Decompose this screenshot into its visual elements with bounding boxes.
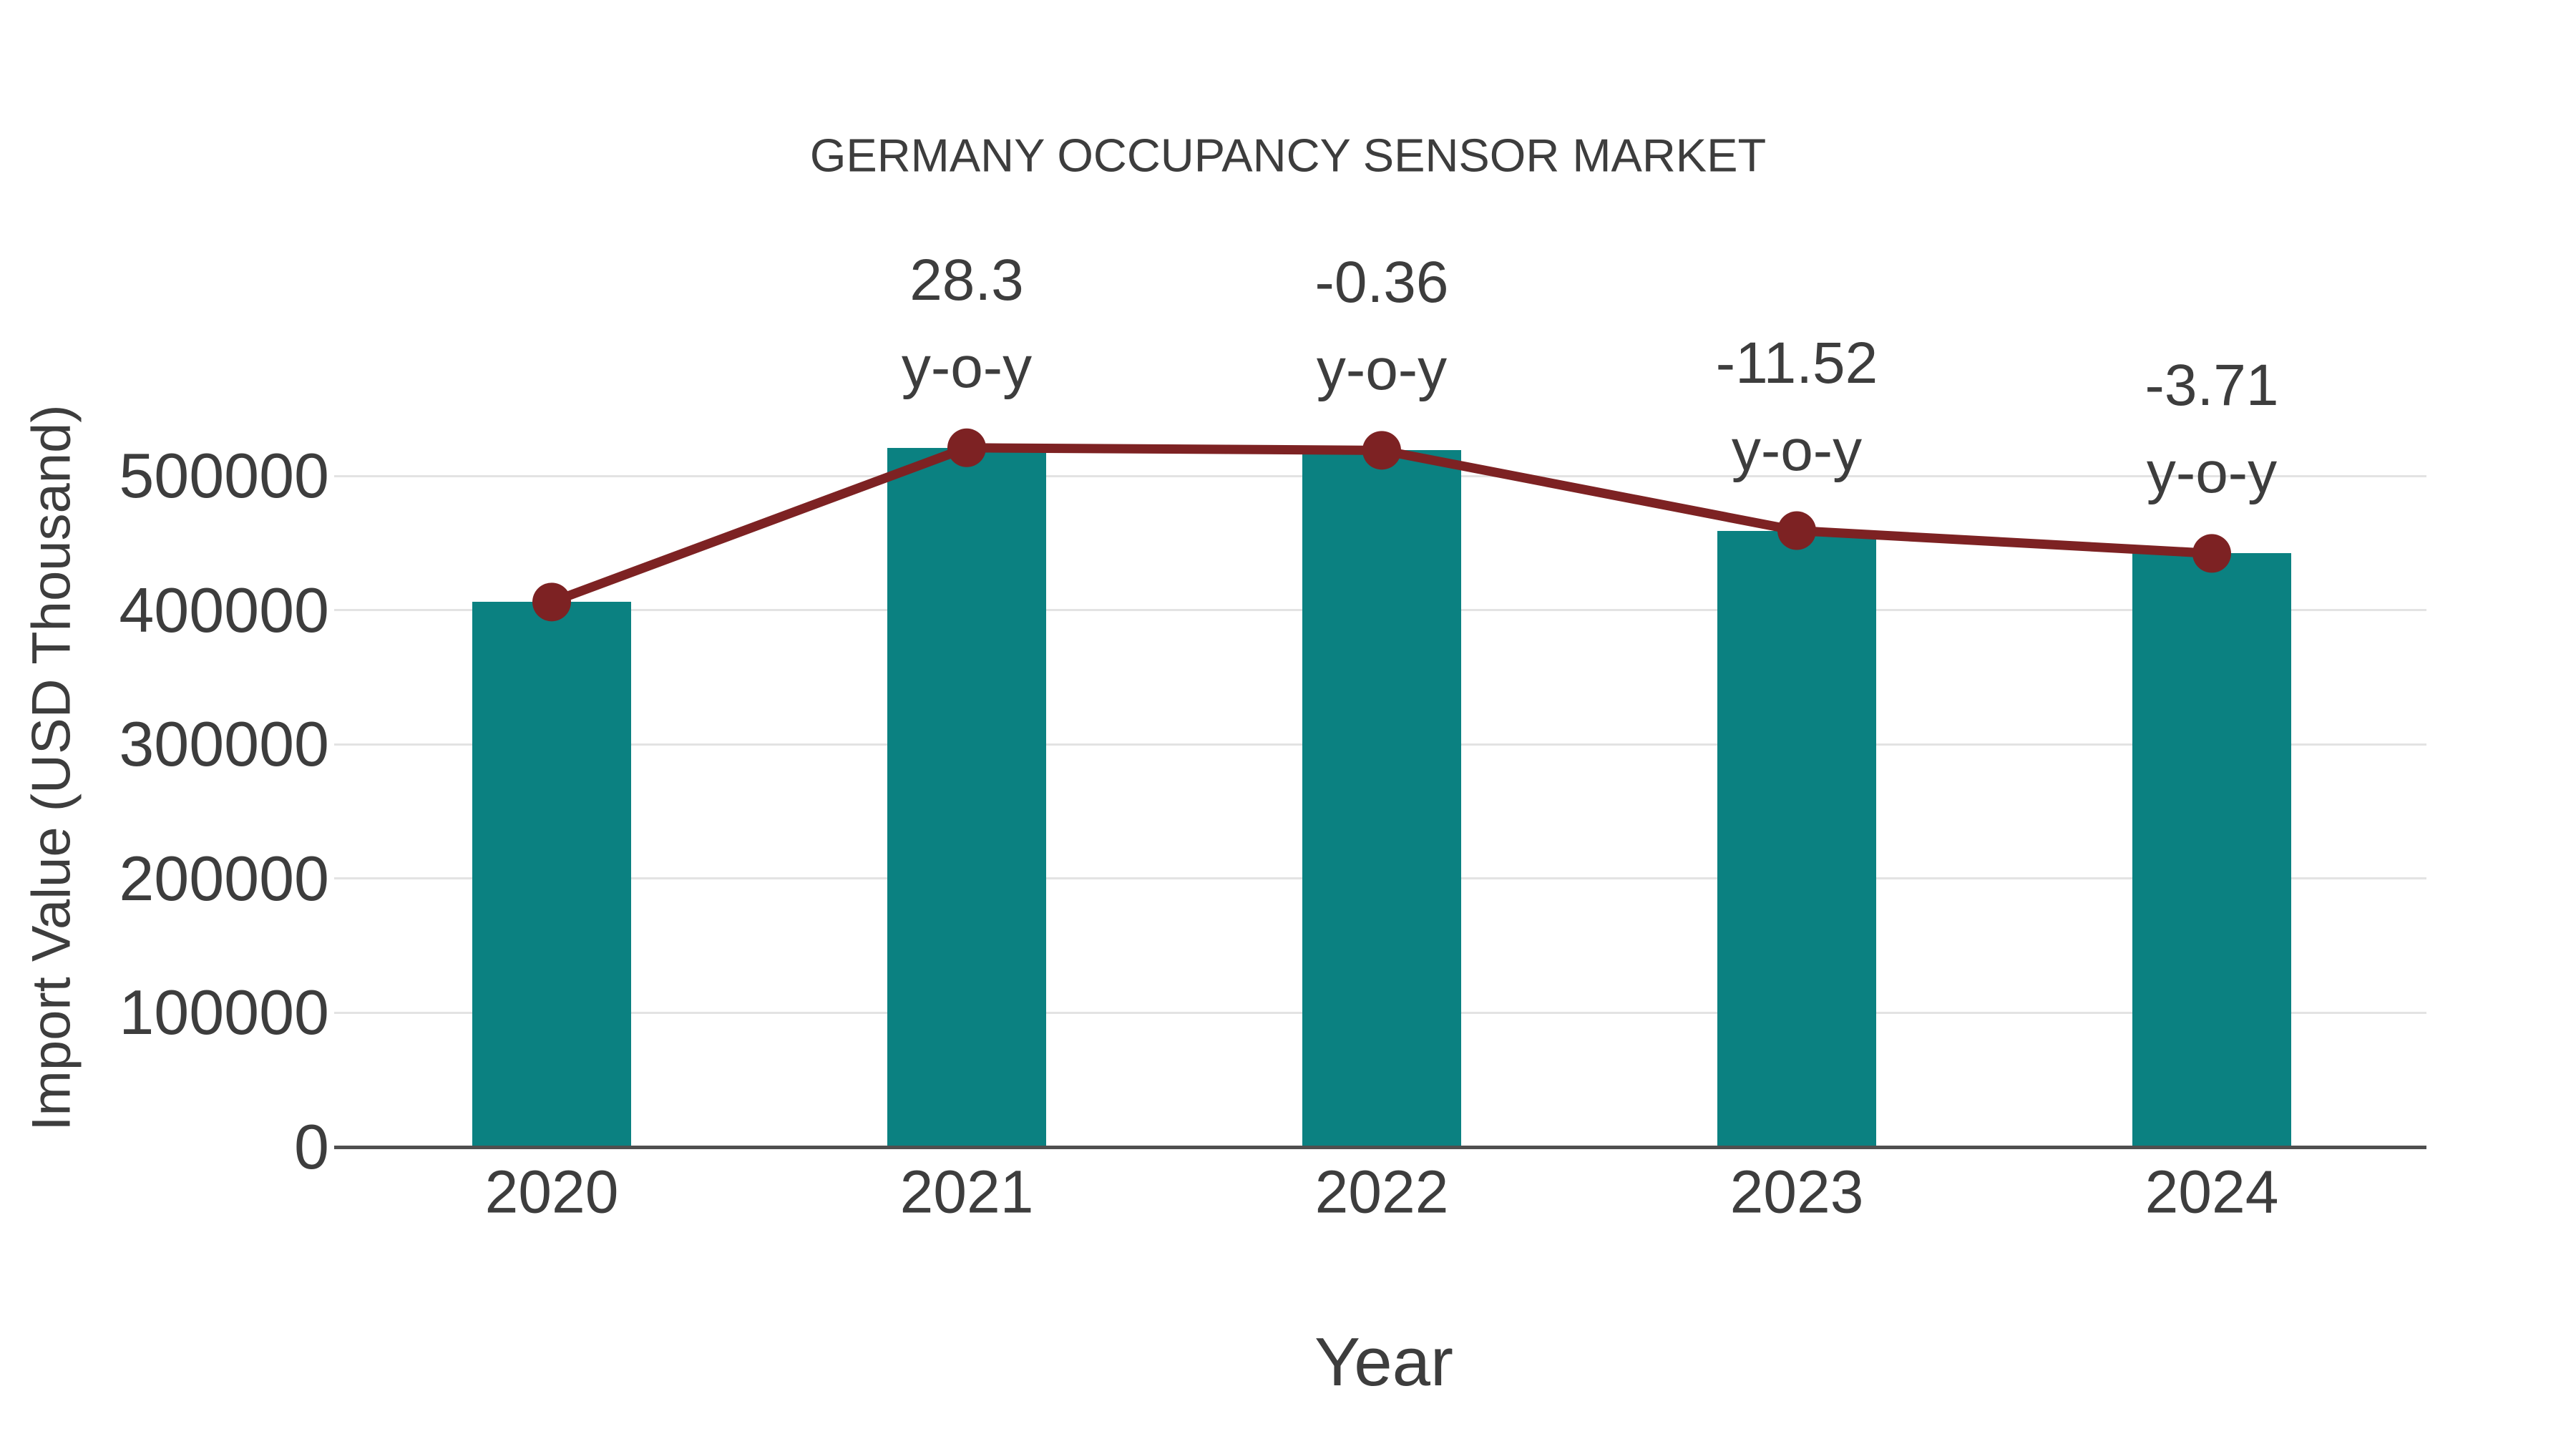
x-axis-title: Year xyxy=(1314,1324,1453,1400)
x-tick-label-2021: 2021 xyxy=(899,1158,1034,1226)
y-tick-label-300000: 300000 xyxy=(119,708,329,780)
x-tick-label-2024: 2024 xyxy=(2145,1158,2279,1226)
trend-marker-2024 xyxy=(2192,534,2231,573)
trend-marker-2021 xyxy=(947,428,986,467)
bar-2022 xyxy=(1302,450,1461,1147)
annotation-value-2023: -11.52 xyxy=(1715,330,1878,396)
y-tick-label-100000: 100000 xyxy=(119,977,329,1048)
x-tick-label-2023: 2023 xyxy=(1729,1158,1864,1226)
annotation-suffix-2023: y-o-y xyxy=(1731,417,1863,483)
y-tick-label-0: 0 xyxy=(294,1111,329,1182)
annotation-suffix-2024: y-o-y xyxy=(2146,440,2278,506)
x-tick-label-2020: 2020 xyxy=(484,1158,619,1226)
x-axis-line xyxy=(334,1146,2426,1149)
x-tick-label-2022: 2022 xyxy=(1314,1158,1449,1226)
y-tick-label-500000: 500000 xyxy=(119,440,329,511)
annotation-value-2022: -0.36 xyxy=(1314,250,1449,316)
trend-marker-2022 xyxy=(1362,431,1401,470)
chart-title: GERMANY OCCUPANCY SENSOR MARKET xyxy=(809,129,1767,182)
trend-marker-2020 xyxy=(532,582,571,622)
y-tick-label-400000: 400000 xyxy=(119,574,329,645)
annotation-suffix-2022: y-o-y xyxy=(1316,337,1448,403)
trend-marker-2023 xyxy=(1777,511,1816,550)
annotation-value-2021: 28.3 xyxy=(909,247,1024,313)
bar-2024 xyxy=(2132,553,2291,1147)
y-tick-label-200000: 200000 xyxy=(119,842,329,914)
trend-line xyxy=(547,443,2217,607)
bar-2023 xyxy=(1717,530,1876,1147)
annotation-suffix-2021: y-o-y xyxy=(901,334,1033,400)
bar-2020 xyxy=(472,602,631,1147)
bar-2021 xyxy=(887,447,1046,1147)
annotation-value-2024: -3.71 xyxy=(2145,353,2279,419)
